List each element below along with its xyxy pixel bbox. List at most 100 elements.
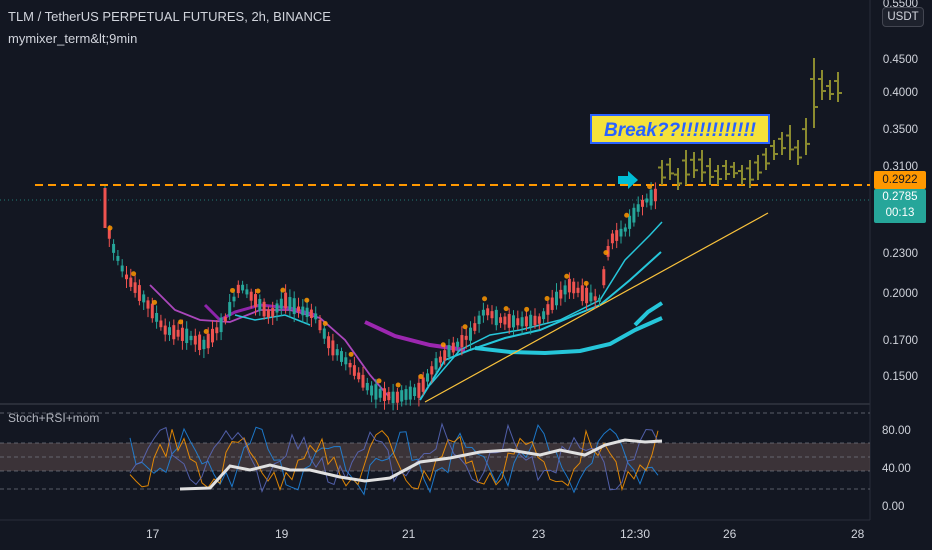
- price-tick: 0.2000: [882, 288, 918, 300]
- price-tick: 0.3500: [882, 124, 918, 136]
- candle-body: [486, 308, 490, 316]
- price-tick: 0.4500: [882, 54, 918, 66]
- candle-body: [649, 189, 653, 206]
- ma-cyan-early: [234, 314, 311, 326]
- candle-body: [460, 335, 464, 348]
- last-price-value: 0.2785: [882, 191, 918, 203]
- candle-body: [142, 294, 146, 303]
- candle-body: [206, 333, 210, 349]
- fractal-dot: [524, 306, 530, 312]
- fractal-dot: [440, 342, 446, 348]
- candle-body: [524, 316, 528, 327]
- candle-body: [159, 320, 163, 328]
- candle-body: [426, 373, 429, 382]
- candle-body: [391, 391, 395, 404]
- candle-body: [378, 388, 382, 398]
- candle-body: [335, 349, 339, 356]
- price-tick: 0.4000: [882, 87, 918, 99]
- candle-body: [112, 243, 116, 253]
- candle-body: [387, 391, 391, 401]
- candle-body: [546, 304, 550, 315]
- candle-body: [456, 341, 460, 347]
- candle-body: [340, 351, 343, 362]
- candle-body: [645, 198, 649, 203]
- fractal-dot: [395, 382, 401, 388]
- candle-body: [146, 300, 150, 309]
- candle-body: [593, 296, 597, 301]
- oscillator-pane: [0, 412, 870, 496]
- candle-body: [236, 284, 240, 294]
- candle-body: [266, 309, 270, 318]
- candle-body: [507, 314, 511, 328]
- candle-body: [232, 296, 236, 302]
- candle-body: [542, 311, 546, 320]
- price-tick: 0.5500: [882, 0, 918, 10]
- fractal-dot: [178, 319, 184, 325]
- symbol-title[interactable]: TLM / TetherUS PERPETUAL FUTURES, 2h, BI…: [8, 9, 331, 24]
- candle-body: [172, 325, 176, 340]
- candle-body: [598, 297, 601, 302]
- candle-body: [499, 317, 503, 323]
- currency-button[interactable]: USDT: [882, 7, 924, 27]
- date-tick: 21: [402, 527, 416, 541]
- candle-body: [223, 316, 227, 322]
- oscillator-label[interactable]: Stoch+RSI+mom: [8, 411, 100, 425]
- ma-cyan-mid: [419, 251, 662, 401]
- fractal-dot: [230, 287, 236, 293]
- candle-body: [228, 302, 232, 317]
- candle-body: [361, 374, 365, 388]
- overlays: [0, 171, 870, 403]
- candle-body: [550, 297, 554, 310]
- date-tick: 17: [146, 527, 160, 541]
- candle-body: [477, 315, 481, 325]
- osc-tick: 40.00: [882, 463, 911, 475]
- date-tick: 23: [532, 527, 546, 541]
- candle-body: [103, 188, 107, 228]
- fractal-dot: [603, 250, 609, 256]
- candle-body: [241, 284, 245, 291]
- candle-body: [271, 308, 275, 317]
- candle-body: [309, 309, 313, 319]
- grid-lines: [0, 0, 871, 521]
- fractal-dot: [255, 288, 261, 294]
- candle-body: [559, 289, 563, 299]
- fractal-dot: [583, 280, 589, 286]
- fractal-dot: [376, 378, 382, 384]
- candle-body: [322, 328, 326, 339]
- date-tick: 19: [275, 527, 289, 541]
- price-tick: 0.3100: [882, 161, 918, 173]
- candle-body: [275, 303, 279, 313]
- price-tick: 0.1700: [882, 335, 918, 347]
- break-annotation[interactable]: Break??!!!!!!!!!!!!: [590, 114, 770, 144]
- candle-body: [623, 227, 627, 232]
- candle-body: [357, 372, 361, 380]
- candle-body: [331, 340, 335, 356]
- fractal-dot: [482, 296, 488, 302]
- ma-purple-thin: [149, 284, 391, 399]
- candle-body: [318, 319, 322, 331]
- fractal-dot: [624, 212, 630, 218]
- trend-line: [424, 212, 769, 403]
- price-tick: 0.2300: [882, 248, 918, 260]
- indicator-label[interactable]: mymixer_term&lt;9min: [8, 31, 138, 46]
- candle-body: [619, 228, 623, 237]
- candle-body: [576, 287, 580, 293]
- fractal-dot: [462, 324, 468, 330]
- candle-body: [585, 287, 589, 304]
- candle-body: [288, 297, 292, 310]
- candle-body: [464, 335, 468, 340]
- projection-bars: [658, 58, 842, 190]
- candle-body: [163, 325, 167, 335]
- candle-body: [150, 303, 154, 319]
- candle-body: [155, 312, 159, 322]
- candle-body: [589, 292, 593, 302]
- candle-body: [185, 328, 189, 344]
- candle-body: [374, 384, 378, 400]
- candle-body: [615, 230, 619, 241]
- last-price-badge: 0.2785 00:13: [874, 189, 926, 223]
- candle-body: [473, 323, 477, 331]
- candle-body: [404, 389, 408, 400]
- candle-body: [215, 327, 219, 334]
- candle-body: [563, 285, 567, 295]
